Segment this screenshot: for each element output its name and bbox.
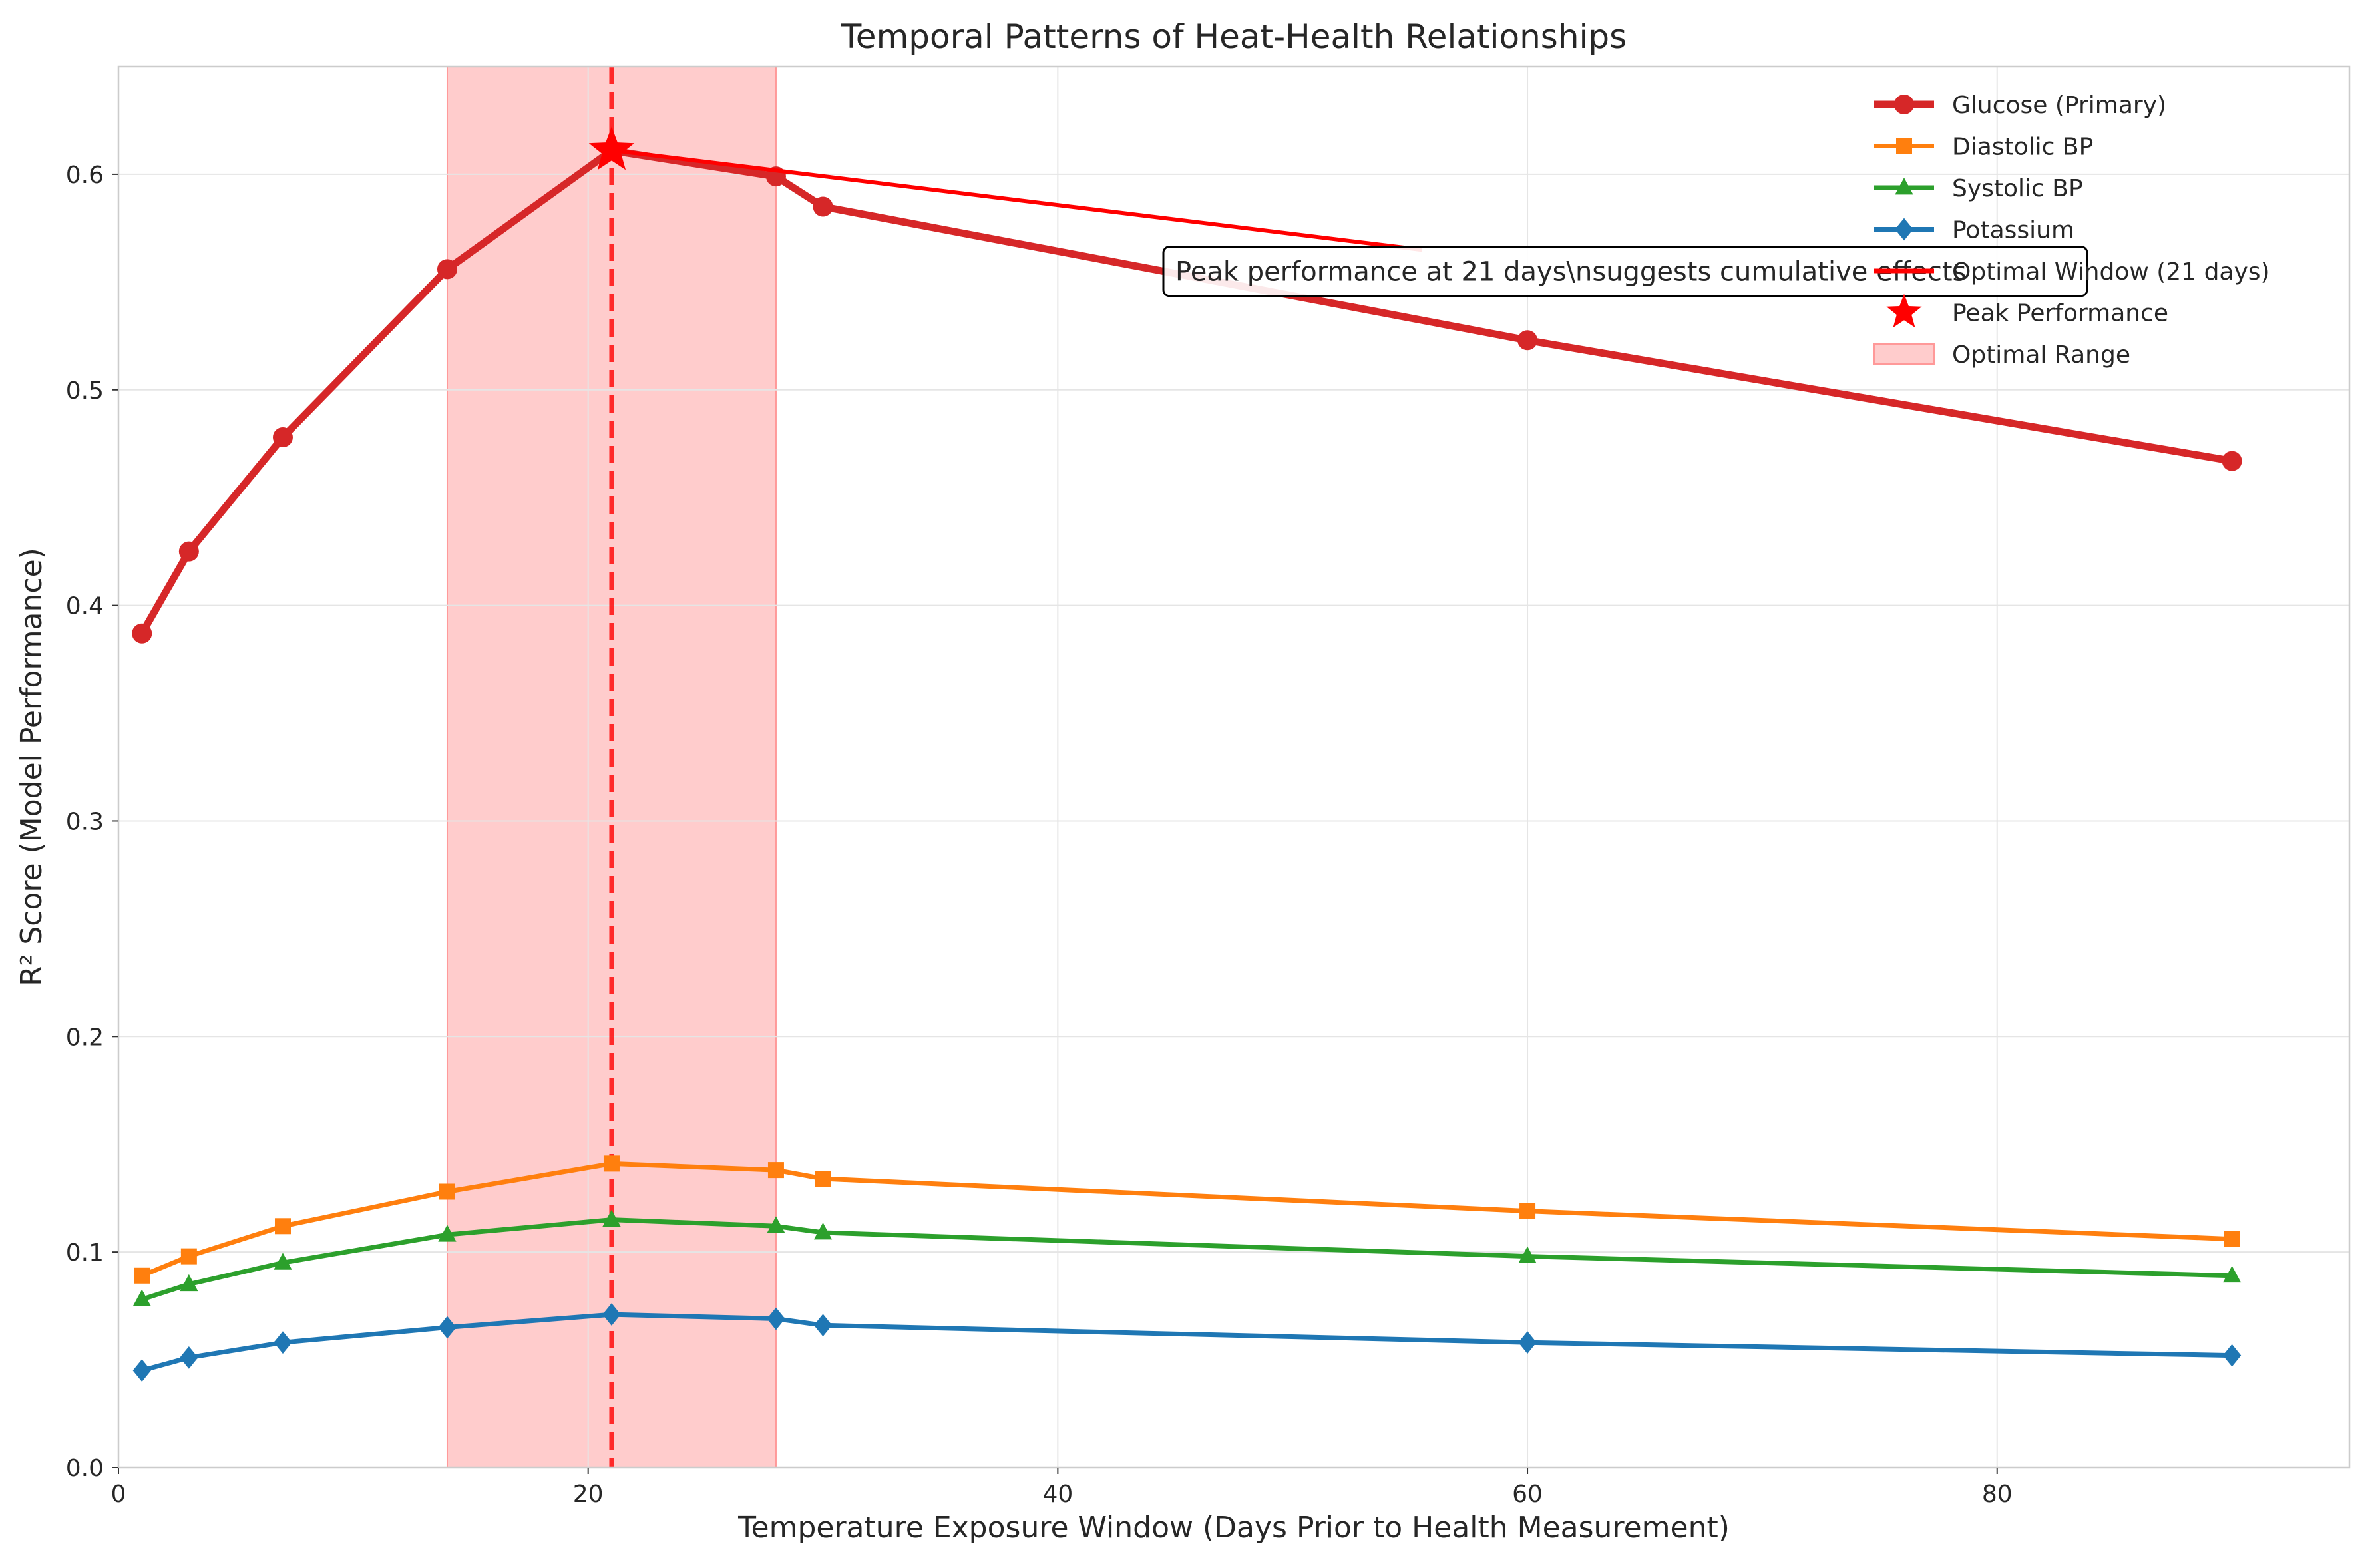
data-point xyxy=(767,1216,785,1233)
legend-label: Peak Performance xyxy=(1952,300,2168,327)
data-point xyxy=(1517,330,1538,351)
data-point xyxy=(274,1218,291,1235)
legend-marker xyxy=(1894,95,1914,114)
y-tick-label: 0.0 xyxy=(66,1455,104,1482)
peak-star-marker xyxy=(588,126,635,170)
data-point xyxy=(438,1316,457,1339)
x-axis-label: Temperature Exposure Window (Days Prior … xyxy=(737,1511,1730,1545)
y-tick-label: 0.3 xyxy=(66,808,104,835)
data-point xyxy=(134,1267,150,1284)
y-tick-label: 0.5 xyxy=(66,377,104,405)
data-point xyxy=(815,1171,831,1187)
data-point xyxy=(1518,1246,1537,1264)
legend-marker xyxy=(1895,218,1913,241)
y-axis-label: R² Score (Model Performance) xyxy=(15,548,49,986)
legend-item: Peak Performance xyxy=(1886,294,2168,328)
x-tick-label: 20 xyxy=(573,1481,604,1508)
data-point xyxy=(2224,1231,2240,1247)
annotation-arrow xyxy=(614,148,1422,252)
data-point xyxy=(180,1274,198,1292)
data-point xyxy=(132,1289,151,1306)
data-point xyxy=(2222,451,2242,471)
legend-label: Diastolic BP xyxy=(1952,134,2093,161)
legend-item: Optimal Window (21 days) xyxy=(1874,258,2270,286)
legend-label: Optimal Window (21 days) xyxy=(1952,258,2270,286)
data-point xyxy=(767,1307,785,1330)
data-point xyxy=(274,1331,292,1354)
y-tick-label: 0.2 xyxy=(66,1024,104,1051)
data-point xyxy=(180,1248,197,1265)
legend-swatch xyxy=(1873,343,1935,365)
annotation-text: Peak performance at 21 days\nsuggests cu… xyxy=(1175,257,1966,288)
series-systolic-bp xyxy=(132,1209,2242,1306)
legend-item: Diastolic BP xyxy=(1874,134,2093,161)
legend-marker xyxy=(1886,294,1922,328)
legend-label: Potassium xyxy=(1952,217,2074,244)
data-point xyxy=(437,259,457,280)
y-tick-label: 0.1 xyxy=(66,1239,104,1267)
data-point xyxy=(602,1303,621,1326)
legend-marker xyxy=(1895,178,1913,195)
y-tick-label: 0.4 xyxy=(66,593,104,620)
data-point xyxy=(603,1155,620,1172)
data-point xyxy=(602,1209,621,1227)
legend-item: Systolic BP xyxy=(1874,175,2083,202)
data-point xyxy=(1518,1331,1537,1354)
data-point xyxy=(178,541,199,562)
data-point xyxy=(274,1253,292,1270)
plot-frame xyxy=(117,65,2351,1469)
data-point xyxy=(813,196,833,217)
x-tick-label: 60 xyxy=(1512,1481,1543,1508)
data-point xyxy=(180,1346,198,1369)
data-point xyxy=(272,427,293,448)
x-tick-label: 80 xyxy=(1982,1481,2013,1508)
data-point xyxy=(1519,1203,1536,1219)
series-diastolic-bp xyxy=(134,1155,2240,1284)
data-point xyxy=(767,1162,784,1179)
data-point xyxy=(813,1314,833,1337)
legend-marker xyxy=(1896,138,1912,154)
x-tick-label: 0 xyxy=(111,1481,126,1508)
data-point xyxy=(132,623,152,644)
y-tick-label: 0.6 xyxy=(66,162,104,189)
x-tick-label: 40 xyxy=(1042,1481,1073,1508)
legend: Glucose (Primary) Diastolic BP Systolic BP… xyxy=(1873,92,2270,369)
data-point xyxy=(2222,1344,2242,1367)
data-point xyxy=(2222,1265,2242,1283)
series-potassium xyxy=(132,1303,2242,1382)
chart-title: Temporal Patterns of Heat-Health Relatio… xyxy=(841,17,1627,56)
legend-item: Glucose (Primary) xyxy=(1874,92,2166,119)
data-point xyxy=(438,1225,457,1242)
annotation-box xyxy=(1162,246,2088,297)
legend-label: Systolic BP xyxy=(1952,175,2083,202)
legend-label: Glucose (Primary) xyxy=(1952,92,2166,119)
data-point xyxy=(132,1359,151,1382)
legend-item: Potassium xyxy=(1874,217,2074,244)
legend-label: Optimal Range xyxy=(1952,341,2130,369)
data-point xyxy=(439,1183,455,1200)
legend-item: Optimal Range xyxy=(1873,341,2130,369)
data-point xyxy=(813,1223,833,1240)
